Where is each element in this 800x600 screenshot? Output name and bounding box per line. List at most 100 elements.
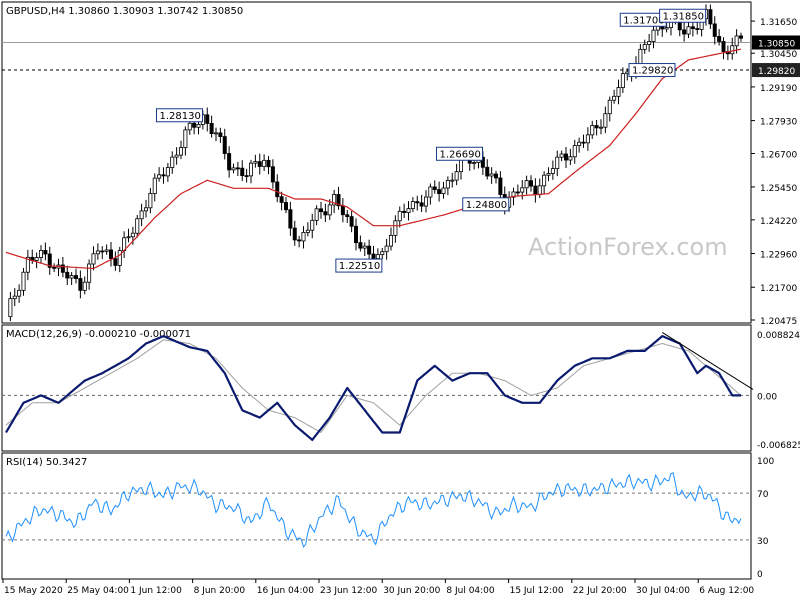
candle-body <box>170 156 175 168</box>
candle-body <box>375 254 380 259</box>
candle-body <box>126 236 131 239</box>
candle-body <box>34 257 39 261</box>
candle-body <box>393 220 398 236</box>
candle-body <box>721 41 726 53</box>
candle-body <box>279 196 284 203</box>
candle-body <box>117 250 122 266</box>
candle-body <box>419 202 424 207</box>
candle-body <box>196 124 201 128</box>
candle-body <box>380 251 385 256</box>
rsi-axis-label: 30 <box>757 537 769 547</box>
candle-body <box>218 132 223 137</box>
candle-body <box>157 174 162 179</box>
candle-body <box>47 253 52 268</box>
candle-body <box>91 253 96 265</box>
candle-body <box>340 205 345 216</box>
candle-body <box>69 275 74 279</box>
candle-body <box>581 141 586 144</box>
candle-body <box>17 289 22 297</box>
candle-body <box>520 187 525 193</box>
candle-body <box>143 207 148 212</box>
candle-body <box>301 232 306 242</box>
price-annotation-box <box>462 197 510 212</box>
candle-body <box>152 177 157 194</box>
macd-label: MACD(12,26,9) -0.000210 -0.000071 <box>6 329 191 340</box>
price-layer: 1.28130 1.26690 1.24800 1.22510 1.317001.318… <box>2 4 751 322</box>
macd-axis-label: 0.008824 <box>757 331 800 341</box>
candle-body <box>445 180 450 189</box>
candle-body <box>546 173 551 176</box>
rsi-axis-label: 70 <box>757 490 769 500</box>
candle-body <box>620 73 625 88</box>
candle-body <box>65 271 70 279</box>
x-axis-label: 30 Jul 04:00 <box>636 586 690 596</box>
price-axis-label: 1.27930 <box>760 118 797 128</box>
candle-body <box>336 194 341 207</box>
price-axis-label: 1.25450 <box>760 184 797 194</box>
candle-body <box>222 136 227 154</box>
x-axis-label: 25 May 04:00 <box>67 586 129 596</box>
candle-body <box>161 174 166 177</box>
candle-body <box>240 167 245 177</box>
candle-body <box>100 250 105 253</box>
rsi-axis-label: 0 <box>757 570 763 580</box>
candle-body <box>244 175 249 178</box>
x-axis-label: 6 Aug 12:00 <box>699 586 754 596</box>
price-annotation-label: 1.28130 <box>160 111 201 122</box>
x-axis-label: 8 Jul 04:00 <box>446 586 495 596</box>
reference-level-tag <box>752 63 800 78</box>
price-axis-label: 1.30450 <box>760 50 797 60</box>
price-annotation-label: 1.31850 <box>663 11 704 22</box>
candle-body <box>349 216 354 227</box>
candle-body <box>109 249 114 259</box>
candle-body <box>498 177 503 195</box>
candle-body <box>511 191 516 198</box>
watermark: ActionForex.com <box>528 233 728 261</box>
candle-body <box>270 166 275 183</box>
macd-trendline <box>661 331 754 390</box>
candle-body <box>345 214 350 218</box>
candle-body <box>564 153 569 161</box>
price-annotation-box <box>628 63 676 78</box>
candle-body <box>174 154 179 158</box>
candle-body <box>537 185 542 196</box>
candle-body <box>550 168 555 174</box>
candle-body <box>568 156 573 161</box>
candle-body <box>402 210 407 213</box>
x-axis-label: 23 Jun 12:00 <box>320 586 377 596</box>
rsi-line <box>5 472 742 548</box>
candle-body <box>441 187 446 195</box>
candle-body <box>178 147 183 156</box>
candle-body <box>297 239 302 242</box>
candle-body <box>686 26 691 35</box>
macd-layer <box>2 331 754 441</box>
candle-body <box>437 189 442 195</box>
candle-body <box>450 179 455 182</box>
candle-body <box>310 219 315 231</box>
candle-body <box>148 193 153 209</box>
candle-body <box>612 95 617 101</box>
candle-body <box>314 208 319 221</box>
candle-body <box>358 242 363 249</box>
candle-body <box>524 180 529 189</box>
reference-level-tag-label: 1.29820 <box>758 67 795 77</box>
candle-body <box>432 186 437 191</box>
candle-body <box>594 125 599 129</box>
candle-body <box>292 227 297 241</box>
candle-body <box>288 209 293 229</box>
candle-body <box>183 129 188 148</box>
candle-body <box>647 41 652 45</box>
rsi-panel-frame <box>1 452 752 580</box>
price-axis-label: 1.31650 <box>760 18 797 28</box>
candle-body <box>616 87 621 97</box>
candle-body <box>651 29 656 42</box>
current-price-tag-label: 1.30850 <box>758 40 795 50</box>
macd-signal-line <box>5 339 742 433</box>
price-axis-label: 1.24220 <box>760 217 797 227</box>
candle-body <box>74 275 79 279</box>
candle-body <box>231 167 236 171</box>
candle-body <box>327 204 332 216</box>
candle-body <box>607 99 612 115</box>
candle-body <box>21 271 26 291</box>
